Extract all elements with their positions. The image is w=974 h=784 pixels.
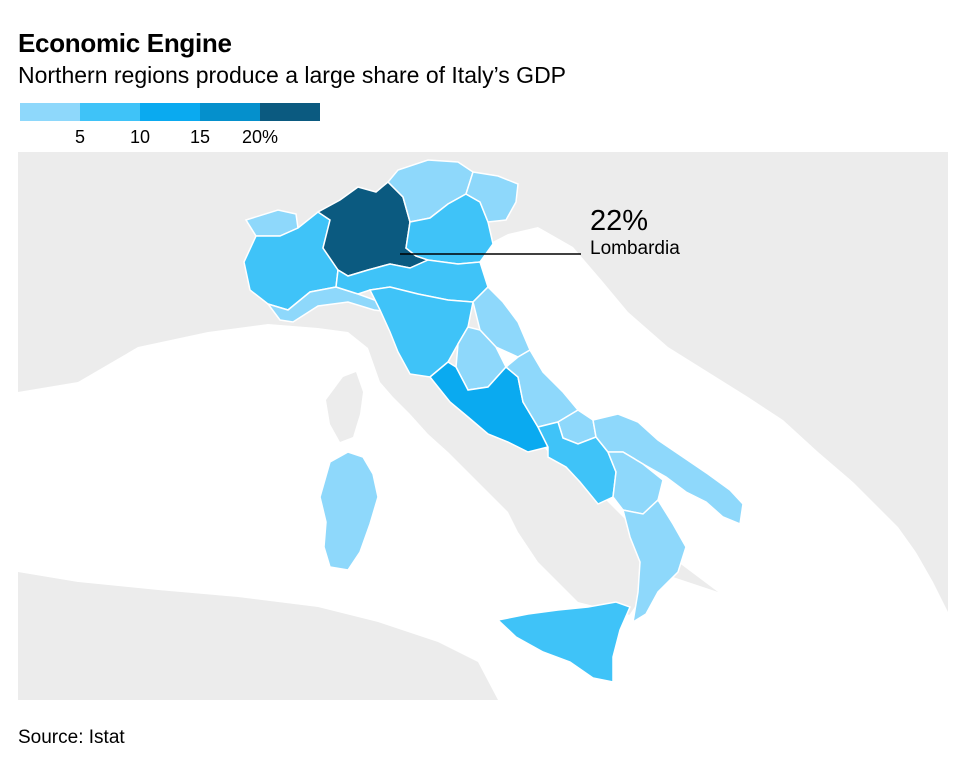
legend-swatch-4 (200, 103, 260, 121)
color-legend: 5 10 15 20% (20, 103, 320, 153)
region-sicilia (496, 601, 632, 683)
region-friuli (465, 171, 519, 223)
africa-coast (18, 572, 498, 700)
legend-swatch-2 (80, 103, 140, 121)
callout-value: 22% (590, 205, 649, 237)
region-toscana (368, 286, 474, 378)
legend-swatch-5 (260, 103, 320, 121)
chart-subtitle: Northern regions produce a large share o… (18, 62, 567, 88)
italy-map (18, 152, 948, 700)
legend-swatch-1 (20, 103, 80, 121)
italy-regions (243, 159, 744, 683)
region-calabria (621, 498, 687, 624)
legend-tick-5: 5 (74, 127, 86, 147)
region-veneto (405, 193, 494, 265)
chart-title: Economic Engine (18, 28, 232, 58)
legend-tick-10: 10 (129, 127, 151, 147)
legend-swatch-3 (140, 103, 200, 121)
legend-tick-20: 20% (241, 127, 279, 147)
region-sardegna (319, 451, 379, 571)
ionian-sea (618, 572, 948, 700)
callout-region-label: Lombardia (590, 238, 680, 259)
balkan-land (538, 152, 948, 592)
adriatic-sea (473, 227, 948, 700)
legend-tick-15: 15 (189, 127, 211, 147)
corsica (326, 372, 363, 442)
source-note: Source: Istat (18, 727, 125, 748)
